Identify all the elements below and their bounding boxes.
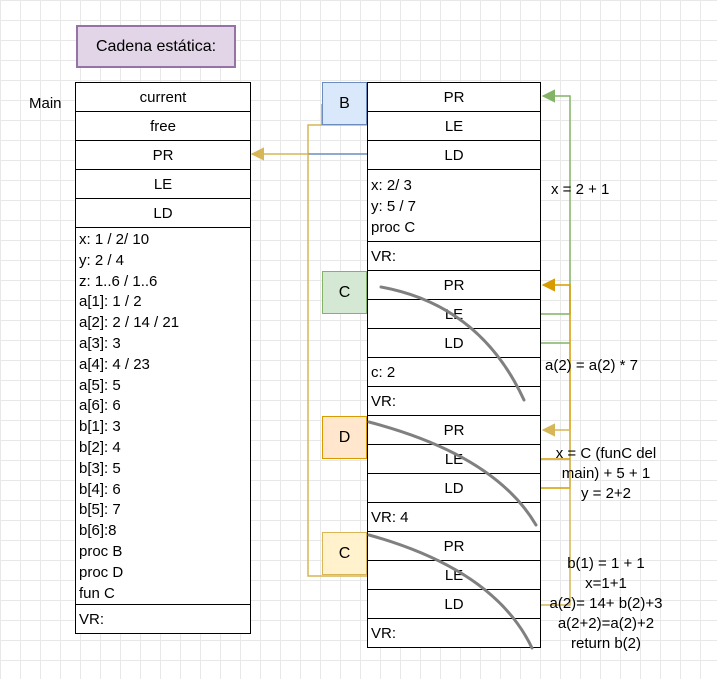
main-le-cell: LE [75, 169, 251, 199]
d-pr-cell: PR [367, 415, 541, 445]
annotation-d-line: y = 2+2 [580, 485, 632, 502]
main-var: proc D [79, 563, 124, 581]
link-c-to-b [541, 89, 571, 315]
b-vars-cell: x: 2/ 3 y: 5 / 7 proc C [367, 169, 541, 242]
main-var: b[3]: 5 [79, 459, 121, 477]
c2-le-cell: LE [367, 560, 541, 590]
c-vr-cell: VR: [367, 386, 541, 416]
main-var: z: 1..6 / 1..6 [79, 272, 158, 290]
annotation-c2-line: a(2)= 14+ b(2)+3 [549, 595, 663, 612]
d-ld-cell: LD [367, 473, 541, 503]
c-pr-cell: PR [367, 270, 541, 300]
frame-tag-b: B [322, 82, 367, 125]
annotation-d: x = C (funC del main) + 5 + 1 y = 2+2 [548, 444, 664, 504]
main-var: b[2]: 4 [79, 438, 121, 456]
c2-ld-cell: LD [367, 589, 541, 619]
main-pr-cell: PR [75, 140, 251, 170]
main-var: y: 2 / 4 [79, 251, 125, 269]
annotation-c2-line: x=1+1 [585, 575, 627, 592]
title-text: Cadena estática: [95, 37, 217, 55]
main-current-cell: current [75, 82, 251, 112]
frame-tag-c2: C [322, 532, 367, 575]
main-var: proc B [79, 542, 123, 560]
b-ld-cell: LD [367, 140, 541, 170]
b-var: y: 5 / 7 [371, 197, 417, 215]
main-var: a[1]: 1 / 2 [79, 293, 142, 311]
c-ld-cell: LD [367, 328, 541, 358]
link-spine [307, 154, 367, 577]
b-vr-cell: VR: [367, 241, 541, 271]
main-var: a[2]: 2 / 14 / 21 [79, 314, 180, 332]
annotation-c2: b(1) = 1 + 1 x=1+1 a(2)= 14+ b(2)+3 a(2+… [544, 554, 668, 654]
main-ld-cell: LD [75, 198, 251, 228]
annotation-c2-line: a(2+2)=a(2)+2 [557, 615, 655, 632]
main-var: a[5]: 5 [79, 376, 121, 394]
main-var: b[4]: 6 [79, 480, 121, 498]
b-var: x: 2/ 3 [371, 177, 412, 194]
b-pr-cell: PR [367, 82, 541, 112]
b-le-cell: LE [367, 111, 541, 141]
main-free-cell: free [75, 111, 251, 141]
frame-tag-c: C [322, 271, 367, 314]
main-var: x: 1 / 2/ 10 [79, 231, 150, 248]
c2-pr-cell: PR [367, 531, 541, 561]
c2-vr-cell: VR: [367, 618, 541, 648]
annotation-c2-line: b(1) = 1 + 1 [567, 555, 645, 572]
annotation-c2-line: return b(2) [570, 635, 642, 652]
frame-tag-d: D [322, 416, 367, 459]
annotation-d-line: x = C (funC del [555, 445, 657, 462]
main-var: b[6]:8 [79, 522, 117, 540]
d-le-cell: LE [367, 444, 541, 474]
annotation-c: a(2) = a(2) * 7 [545, 357, 638, 374]
annotation-b: x = 2 + 1 [551, 181, 610, 198]
link-b-main-pr [250, 124, 367, 161]
main-var: fun C [79, 584, 115, 602]
main-var: a[6]: 6 [79, 397, 121, 415]
d-vr-cell: VR: 4 [367, 502, 541, 532]
annotation-d-line: main) + 5 + 1 [561, 465, 651, 482]
main-vr-cell: VR: [75, 604, 251, 634]
main-var: a[4]: 4 / 23 [79, 355, 150, 373]
title-box: Cadena estática: [76, 25, 236, 68]
main-var: b[1]: 3 [79, 418, 121, 436]
main-var: a[3]: 3 [79, 334, 121, 352]
c-var-cell: c: 2 [367, 357, 541, 387]
main-label: Main [29, 95, 62, 112]
b-var: proc C [371, 218, 416, 236]
main-var: b[5]: 7 [79, 501, 121, 519]
main-vars-cell: x: 1 / 2/ 10 y: 2 / 4 z: 1..6 / 1..6 a[1… [75, 227, 251, 605]
c-le-cell: LE [367, 299, 541, 329]
